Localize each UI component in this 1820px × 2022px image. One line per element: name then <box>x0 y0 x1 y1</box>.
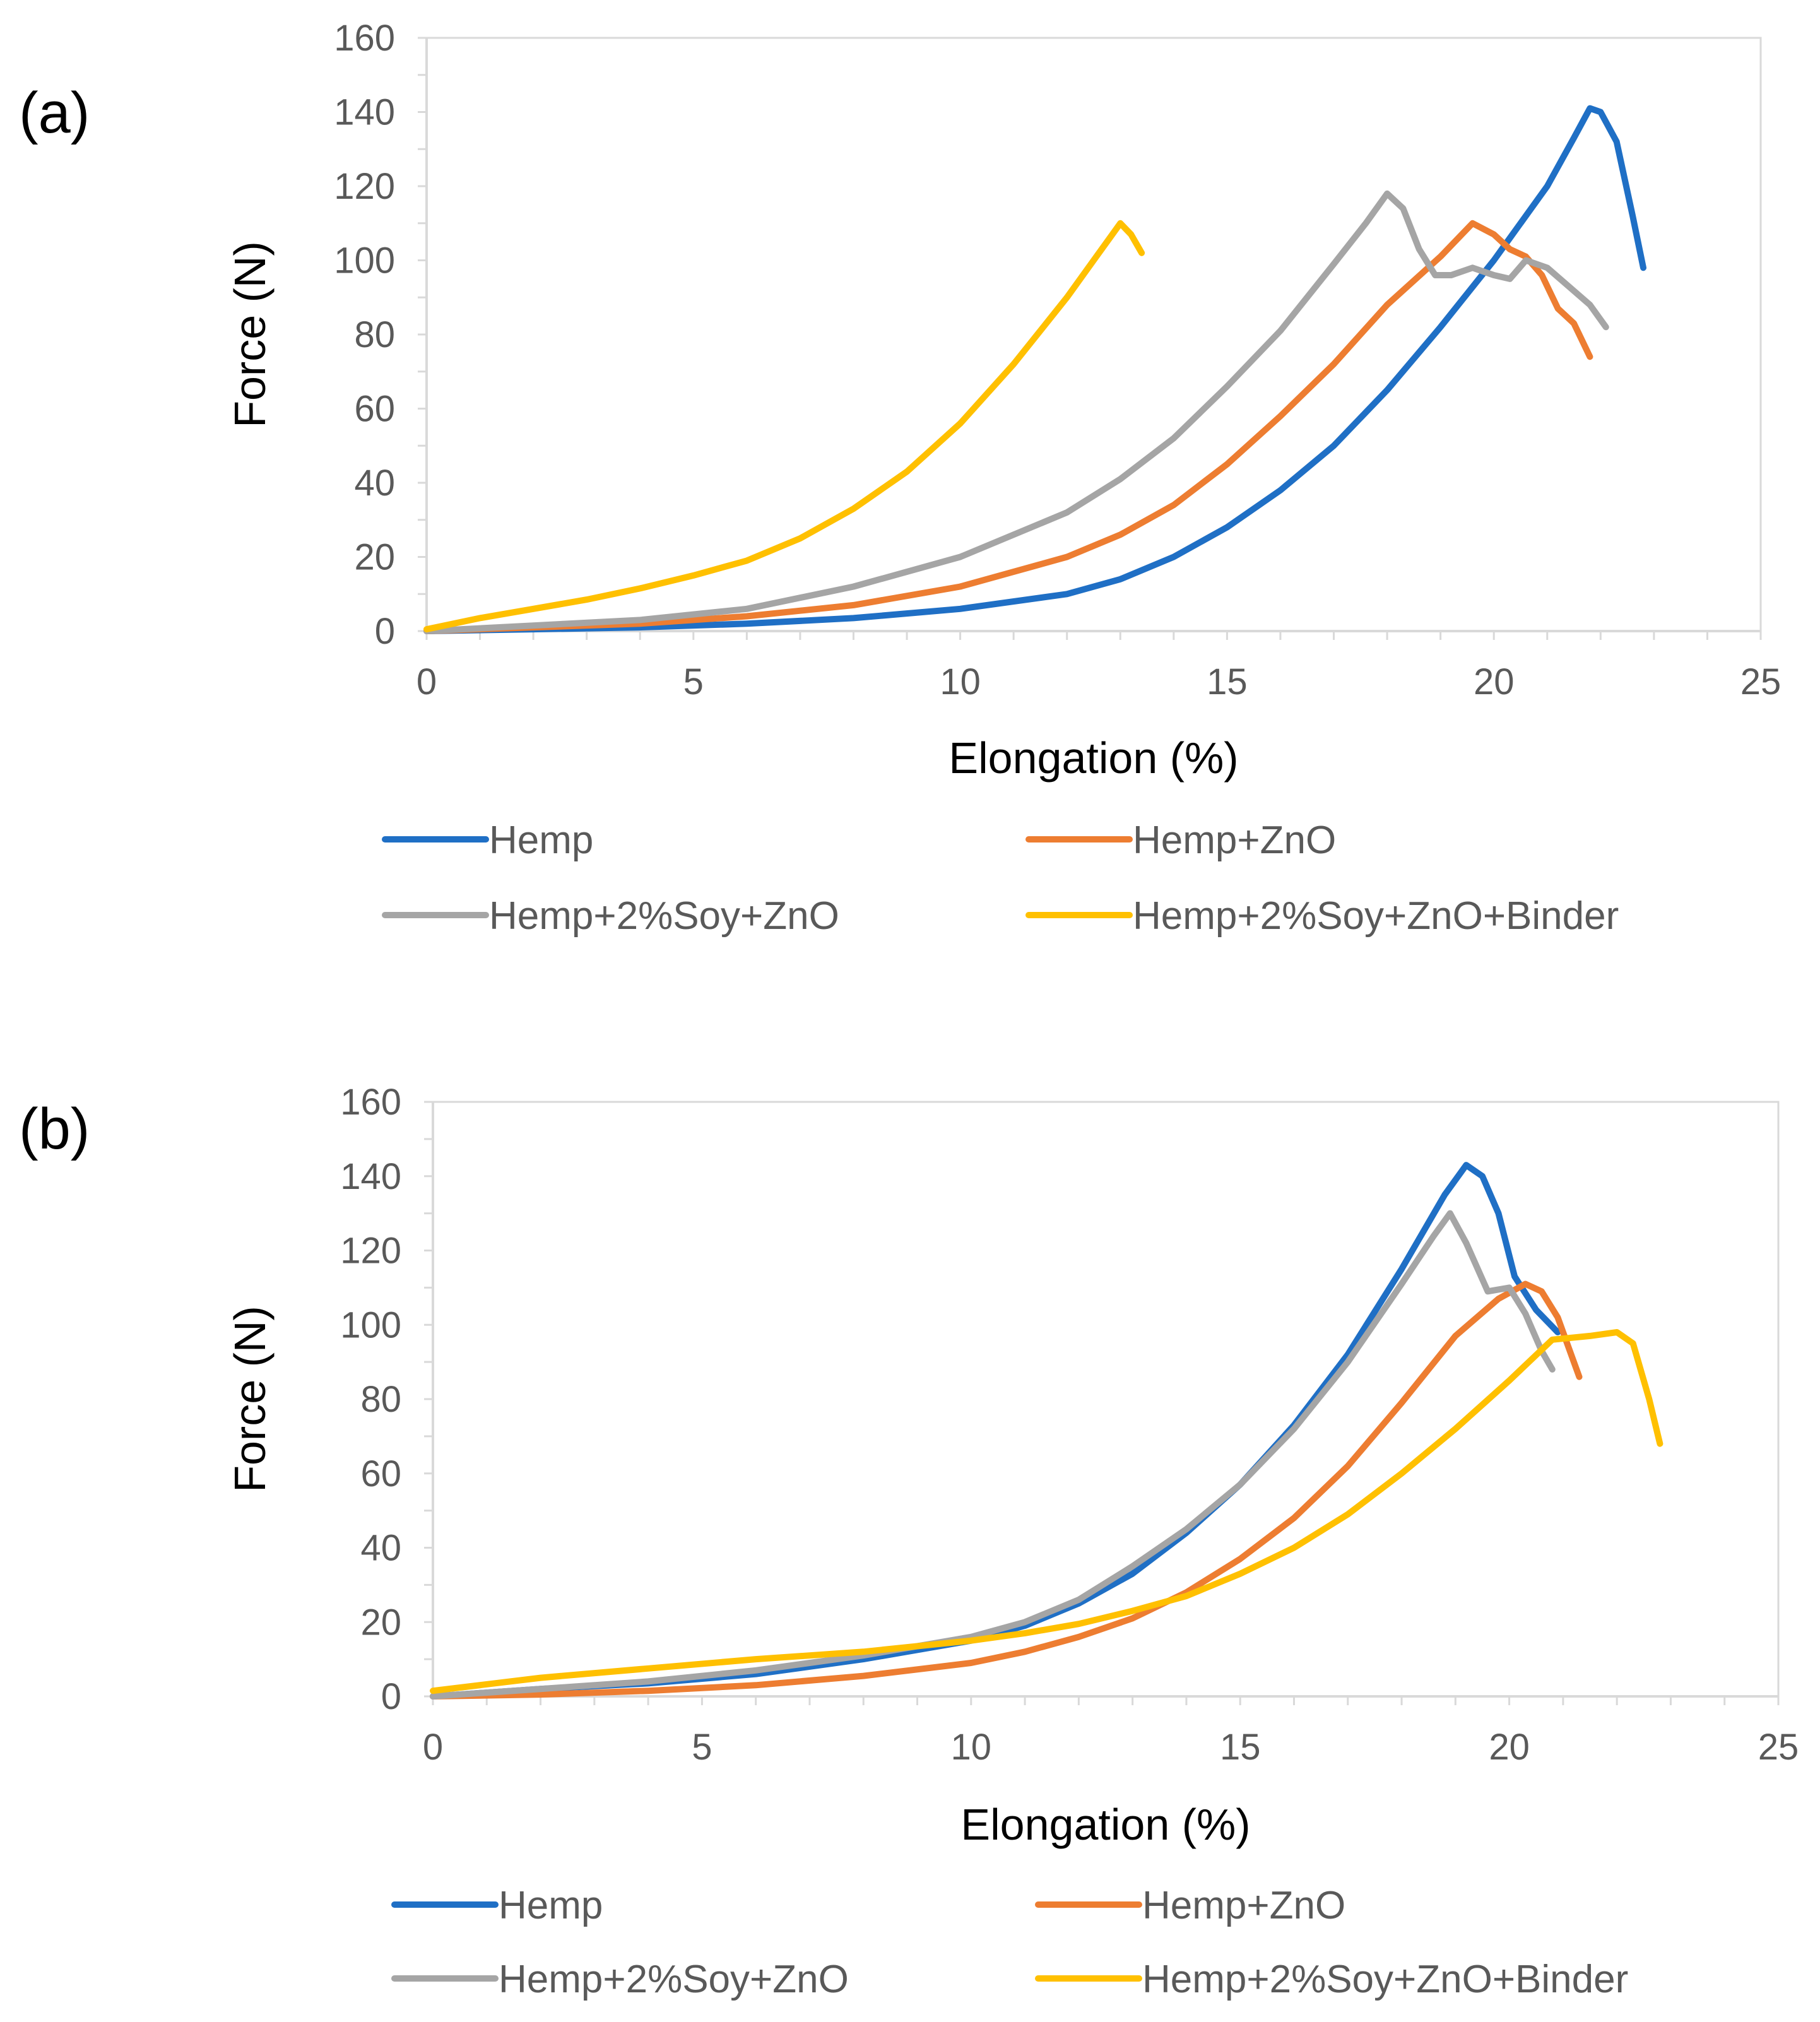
panel-b-legend-label: Hemp+2%Soy+ZnO+Binder <box>1142 1958 1628 2001</box>
panel-a-x-tick-label: 20 <box>1474 661 1515 702</box>
panel-a-y-tick-label: 60 <box>354 389 395 430</box>
panel-a-legend-label: Hemp+2%Soy+ZnO+Binder <box>1133 894 1619 938</box>
panel-a-y-tick-label: 40 <box>354 463 395 504</box>
panel-b-x-tick-label: 0 <box>423 1727 443 1768</box>
panel-a-y-tick-label: 100 <box>334 240 395 281</box>
panel-b-series-hemp-2-soy-zno-binder <box>430 1329 1663 1694</box>
panel-b-y-tick-label: 60 <box>360 1453 401 1494</box>
panel-a-x-tick-label: 5 <box>683 661 704 702</box>
panel-a-x-axis-title: Elongation (%) <box>948 733 1238 783</box>
panel-a-y-tick-label: 120 <box>334 166 395 207</box>
panel-b-legend-label: Hemp <box>499 1884 603 1927</box>
panel-b-label: (b) <box>19 1097 90 1161</box>
panel-a-y-axis-title: Force (N) <box>225 241 275 428</box>
panel-a-y-tick-label: 0 <box>375 611 395 652</box>
panel-a-x-tick-label: 0 <box>417 661 437 702</box>
panel-b-y-axis-title: Force (N) <box>225 1306 275 1493</box>
panel-a-y-tick-label: 140 <box>334 92 395 133</box>
panel-b-legend-label: Hemp+2%Soy+ZnO <box>499 1958 849 2001</box>
panel-b-y-tick-label: 40 <box>360 1528 401 1569</box>
panel-b-legend-label: Hemp+ZnO <box>1142 1884 1345 1927</box>
panel-b-series-hemp-2-soy-zno <box>430 1210 1556 1700</box>
panel-b-y-tick-label: 120 <box>340 1231 401 1272</box>
panel-b-series-hemp-zno <box>430 1280 1583 1700</box>
panel-a-x-tick-label: 25 <box>1740 661 1782 702</box>
panel-a-y-tick-label: 80 <box>354 314 395 355</box>
panel-a-label: (a) <box>19 81 90 145</box>
panel-a-legend-label: Hemp+ZnO <box>1133 819 1336 862</box>
panel-a-series-hemp <box>423 105 1646 634</box>
panel-a-legend-label: Hemp+2%Soy+ZnO <box>489 894 839 938</box>
panel-b: (b) 0 20 40 60 80 100 120 140 160 0 5 10 15 20 25 Force … <box>19 1082 1799 2001</box>
panel-b-series-hemp <box>430 1162 1561 1700</box>
panel-b-x-tick-label: 10 <box>951 1727 992 1768</box>
panel-a-y-tick-label: 160 <box>334 18 395 59</box>
panel-b-x-tick-label: 15 <box>1220 1727 1261 1768</box>
panel-a-series-hemp-zno <box>423 220 1593 634</box>
panel-b-y-tick-label: 140 <box>340 1156 401 1197</box>
panel-a: (a) 0 20 40 60 80 100 120 140 160 0 5 10 15 20 25 Force … <box>19 18 1781 938</box>
panel-b-y-tick-label: 160 <box>340 1082 401 1123</box>
panel-a-series-hemp-2-soy-zno <box>423 190 1609 634</box>
panel-a-x-tick-label: 10 <box>940 661 981 702</box>
panel-a-plot-area <box>425 37 1762 632</box>
panel-a-series-hemp-2-soy-zno-binder <box>423 220 1145 633</box>
panel-a-y-tick-label: 20 <box>354 537 395 578</box>
panel-b-y-tick-label: 100 <box>340 1304 401 1345</box>
panel-b-y-tick-label: 80 <box>360 1379 401 1420</box>
panel-b-y-tick-label: 20 <box>360 1602 401 1643</box>
panel-b-y-tick-label: 0 <box>381 1676 401 1717</box>
panel-b-plot-area <box>432 1101 1780 1698</box>
panel-b-x-axis-title: Elongation (%) <box>960 1800 1250 1849</box>
panel-b-x-tick-label: 20 <box>1489 1727 1530 1768</box>
panel-b-x-tick-label: 5 <box>692 1727 712 1768</box>
panel-b-x-tick-label: 25 <box>1758 1727 1799 1768</box>
panel-a-x-tick-label: 15 <box>1207 661 1248 702</box>
panel-a-legend-label: Hemp <box>489 819 593 862</box>
